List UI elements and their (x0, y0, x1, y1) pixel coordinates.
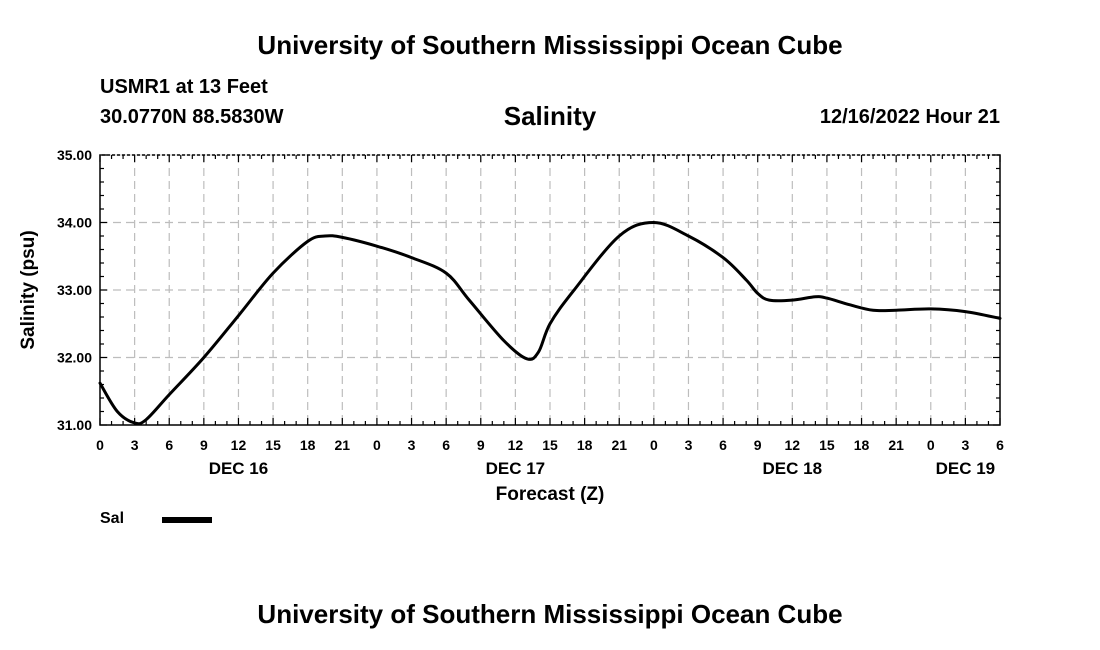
y-tick-label: 34.00 (57, 215, 92, 231)
x-day-label: DEC 19 (936, 459, 996, 478)
x-day-label: DEC 16 (209, 459, 269, 478)
x-tick-label: 6 (165, 437, 173, 453)
x-tick-label: 12 (231, 437, 247, 453)
page-title: University of Southern Mississippi Ocean… (257, 30, 843, 60)
x-tick-label: 6 (719, 437, 727, 453)
x-tick-label: 15 (542, 437, 558, 453)
x-tick-label: 9 (477, 437, 485, 453)
legend-label: Sal (100, 510, 125, 527)
x-tick-label: 18 (577, 437, 593, 453)
station-coordinates: 30.0770N 88.5830W (100, 106, 284, 128)
x-tick-label: 3 (131, 437, 139, 453)
x-tick-label: 21 (611, 437, 627, 453)
x-tick-label: 18 (854, 437, 870, 453)
x-tick-label: 0 (96, 437, 104, 453)
x-tick-label: 6 (996, 437, 1004, 453)
footer-title: University of Southern Mississippi Ocean… (257, 599, 843, 629)
forecast-time: 12/16/2022 Hour 21 (819, 106, 1000, 128)
y-tick-label: 35.00 (57, 147, 92, 163)
x-tick-label: 9 (754, 437, 762, 453)
y-axis-title: Salinity (psu) (18, 230, 39, 349)
x-tick-label: 15 (819, 437, 835, 453)
x-tick-label: 3 (408, 437, 416, 453)
y-tick-label: 32.00 (57, 350, 92, 366)
legend-swatch (162, 517, 212, 523)
station-name: USMR1 at 13 Feet (100, 76, 268, 98)
x-tick-label: 21 (335, 437, 351, 453)
x-tick-label: 6 (442, 437, 450, 453)
x-tick-label: 0 (927, 437, 935, 453)
x-tick-label: 0 (373, 437, 381, 453)
x-tick-label: 0 (650, 437, 658, 453)
series-line-sal (98, 221, 1002, 426)
x-tick-label: 12 (508, 437, 524, 453)
x-tick-label: 21 (888, 437, 904, 453)
x-day-label: DEC 18 (763, 459, 823, 478)
x-tick-label: 18 (300, 437, 316, 453)
y-tick-label: 31.00 (57, 417, 92, 433)
chart-title: Salinity (503, 101, 597, 131)
y-tick-label: 33.00 (57, 282, 92, 298)
x-tick-label: 12 (785, 437, 801, 453)
x-axis-title: Forecast (Z) (496, 484, 605, 505)
x-tick-label: 3 (961, 437, 969, 453)
x-tick-label: 9 (200, 437, 208, 453)
x-day-label: DEC 17 (486, 459, 546, 478)
x-tick-label: 15 (265, 437, 281, 453)
x-tick-label: 3 (685, 437, 693, 453)
